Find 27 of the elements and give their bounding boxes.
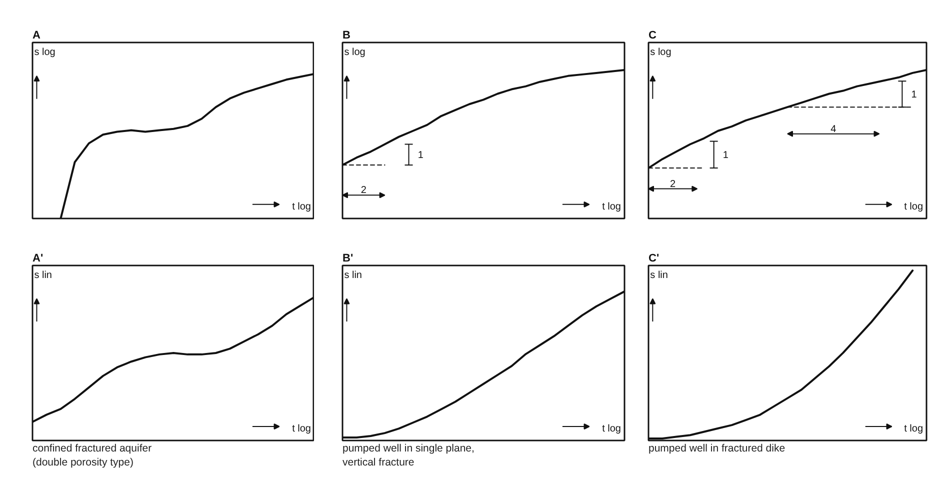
x-axis-title: t log bbox=[602, 201, 621, 212]
chart-title: A' bbox=[32, 252, 44, 264]
chart-title: C bbox=[648, 30, 656, 42]
text: pumped well in fractured dike bbox=[648, 442, 786, 454]
y-axis-title: s log bbox=[34, 46, 56, 58]
chart-title: C' bbox=[648, 252, 660, 264]
text: pumped well in single plane, vertical fracture bbox=[342, 442, 474, 468]
annotation: 1 bbox=[911, 90, 918, 101]
annotation: 1 bbox=[722, 150, 729, 162]
y-axis-title: s lin bbox=[34, 270, 52, 281]
x-axis-title: t log bbox=[292, 423, 311, 434]
y-axis-title: s lin bbox=[344, 270, 362, 281]
annotation: 2 bbox=[670, 178, 676, 190]
x-axis-title: t log bbox=[904, 423, 924, 434]
x-axis-title: t log bbox=[292, 201, 311, 212]
chart-title: B bbox=[342, 30, 350, 42]
annotation: 4 bbox=[830, 124, 837, 135]
y-axis-title: s log bbox=[650, 46, 672, 58]
chart-title: B' bbox=[342, 252, 354, 264]
x-axis-title: t log bbox=[602, 423, 621, 434]
x-axis-title: t log bbox=[904, 201, 924, 212]
y-axis-title: s lin bbox=[650, 270, 668, 281]
text: confined fractured aquifer (double porosity type) bbox=[32, 442, 152, 468]
annotation: 1 bbox=[418, 150, 424, 162]
annotation: 2 bbox=[360, 185, 367, 196]
chart-title: A bbox=[32, 30, 40, 42]
y-axis-title: s log bbox=[344, 46, 366, 58]
